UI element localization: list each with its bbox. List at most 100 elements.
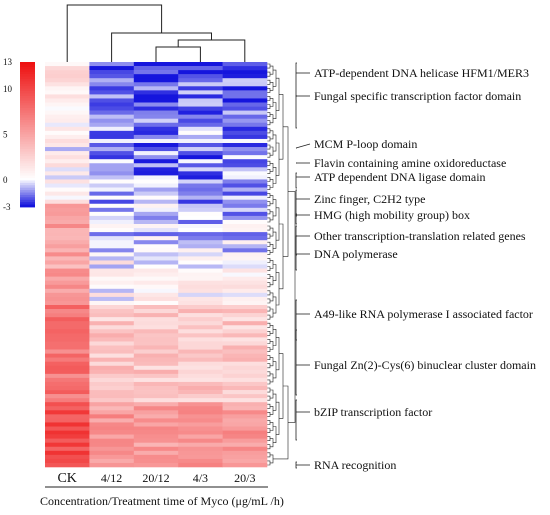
annotation-label: Zinc finger, C2H2 type — [314, 192, 426, 206]
row-dendrogram-branch — [267, 201, 271, 207]
heatmap-cell — [222, 357, 268, 362]
heatmap-cell — [89, 353, 135, 358]
row-dendrogram-branch — [267, 120, 271, 126]
heatmap-cell — [89, 211, 135, 217]
heatmap-cell — [89, 179, 135, 184]
heatmap-cell — [222, 110, 268, 115]
heatmap-cell — [45, 381, 90, 387]
heatmap-cell — [89, 175, 135, 180]
heatmap-cell — [178, 390, 223, 395]
heatmap-cell — [45, 450, 90, 456]
heatmap-cell — [222, 390, 268, 395]
heatmap-cell — [45, 151, 90, 156]
heatmap-cell — [89, 305, 135, 310]
heatmap-cell — [133, 228, 179, 233]
heatmap-cell — [45, 406, 90, 411]
heatmap-cell — [133, 345, 179, 350]
heatmap-cell — [45, 191, 90, 196]
annotation-label: Fungal specific transcription factor dom… — [314, 89, 521, 103]
heatmap-cell — [178, 207, 223, 213]
heatmap-cell — [178, 147, 223, 152]
heatmap-cell — [222, 240, 268, 245]
heatmap-cell — [45, 159, 90, 164]
heatmap-cell — [133, 199, 179, 205]
row-dendrogram-branch — [267, 79, 271, 85]
heatmap-cell — [89, 203, 135, 209]
heatmap-cell — [45, 329, 90, 334]
color-scale-segment — [20, 83, 35, 87]
heatmap-cell — [222, 207, 268, 213]
row-dendrogram-branch — [267, 152, 271, 158]
row-dendrogram-branch — [270, 276, 274, 286]
heatmap-cell — [222, 252, 268, 257]
heatmap-cell — [89, 86, 135, 91]
color-scale-tick-label: -3 — [3, 202, 11, 212]
color-scale-segment — [20, 170, 35, 174]
column-label: CK — [57, 471, 76, 486]
row-dendrogram-branch — [267, 420, 271, 425]
heatmap-cell — [45, 292, 90, 298]
heatmap-cell — [133, 207, 179, 213]
row-dendrogram-branch — [273, 393, 277, 411]
heatmap-cell — [178, 203, 223, 209]
heatmap-cell — [178, 462, 223, 468]
row-dendrogram-branch — [267, 290, 271, 296]
row-dendrogram-branch — [270, 163, 274, 172]
heatmap-cell — [222, 106, 268, 111]
heatmap-cell — [45, 402, 90, 407]
heatmap-cell — [89, 215, 135, 221]
heatmap-cell — [89, 390, 135, 395]
heatmap-cell — [178, 244, 223, 249]
heatmap-cell — [178, 228, 223, 233]
heatmap-cell — [222, 82, 268, 87]
heatmap-cell — [133, 333, 179, 338]
heatmap-cell — [222, 333, 268, 338]
heatmap-cell — [45, 118, 90, 124]
heatmap-cell — [222, 232, 268, 237]
heatmap-cell — [133, 74, 179, 79]
heatmap-cell — [178, 357, 223, 362]
heatmap-cell — [133, 163, 179, 168]
color-scale-segment — [20, 194, 35, 198]
column-dendrogram-branch — [177, 39, 246, 62]
heatmap-cell — [45, 434, 90, 439]
heatmap-cell — [45, 122, 90, 128]
heatmap-cell — [45, 321, 90, 326]
heatmap-cell — [222, 422, 268, 427]
heatmap-cell — [133, 203, 179, 209]
heatmap-cell — [89, 110, 135, 115]
heatmap-cell — [45, 240, 90, 245]
annotation-bracket — [295, 62, 297, 97]
heatmap-cell — [133, 418, 179, 423]
row-dendrogram-branch — [270, 114, 274, 124]
heatmap-cell — [89, 296, 135, 302]
heatmap-cell — [45, 179, 90, 184]
heatmap-cell — [45, 94, 90, 99]
heatmap-cell — [133, 248, 179, 253]
row-dendrogram-branch — [267, 250, 271, 255]
heatmap-cell — [178, 224, 223, 229]
heatmap-cell — [222, 325, 268, 330]
heatmap-cell — [222, 450, 268, 456]
annotation-bracket — [295, 189, 297, 217]
heatmap-cell — [222, 321, 268, 326]
row-dendrogram-branch — [267, 428, 271, 433]
color-scale-segment — [20, 117, 35, 121]
heatmap-cell — [133, 94, 179, 99]
heatmap-cell — [133, 353, 179, 358]
heatmap-cell — [133, 110, 179, 115]
annotation-bracket — [295, 213, 297, 225]
row-dendrogram-branch — [270, 292, 274, 302]
color-scale-segment — [20, 199, 35, 203]
heatmap-cell — [89, 321, 135, 326]
heatmap-cell — [89, 272, 135, 277]
heatmap-cell — [89, 94, 135, 99]
row-dendrogram-branch — [270, 195, 274, 205]
row-dendrogram-branch — [273, 199, 277, 217]
heatmap-cell — [133, 402, 179, 407]
heatmap-cell — [89, 62, 135, 67]
annotation-label: DNA polymerase — [314, 247, 398, 261]
heatmap-cell — [89, 329, 135, 334]
row-dendrogram-branch — [270, 341, 274, 350]
color-scale-segment — [20, 141, 35, 145]
